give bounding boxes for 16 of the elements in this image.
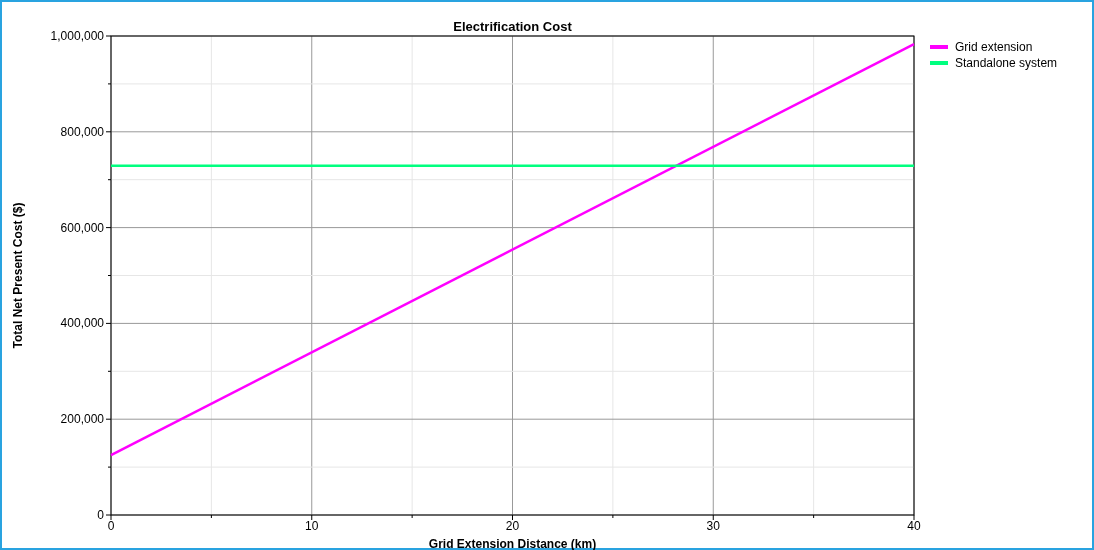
x-tick-label: 30 <box>706 519 721 533</box>
y-tick-label: 600,000 <box>60 220 105 235</box>
x-tick-label: 0 <box>107 519 115 533</box>
legend-label: Grid extension <box>955 40 1033 54</box>
y-tick-label: 1,000,000 <box>50 29 105 43</box>
chart-title: Electrification Cost <box>453 19 573 34</box>
y-tick-label: 200,000 <box>60 412 105 427</box>
legend-label: Standalone system <box>955 56 1058 70</box>
y-tick-label: 0 <box>97 508 105 522</box>
y-tick-label: 800,000 <box>60 124 105 139</box>
x-tick-label: 20 <box>505 519 520 533</box>
x-axis-title: Grid Extension Distance (km) <box>428 537 597 550</box>
x-tick-label: 10 <box>305 519 319 533</box>
y-axis-title: Total Net Present Cost ($) <box>11 202 25 349</box>
x-tick-label: 40 <box>907 519 921 533</box>
y-tick-label: 400,000 <box>60 316 105 331</box>
